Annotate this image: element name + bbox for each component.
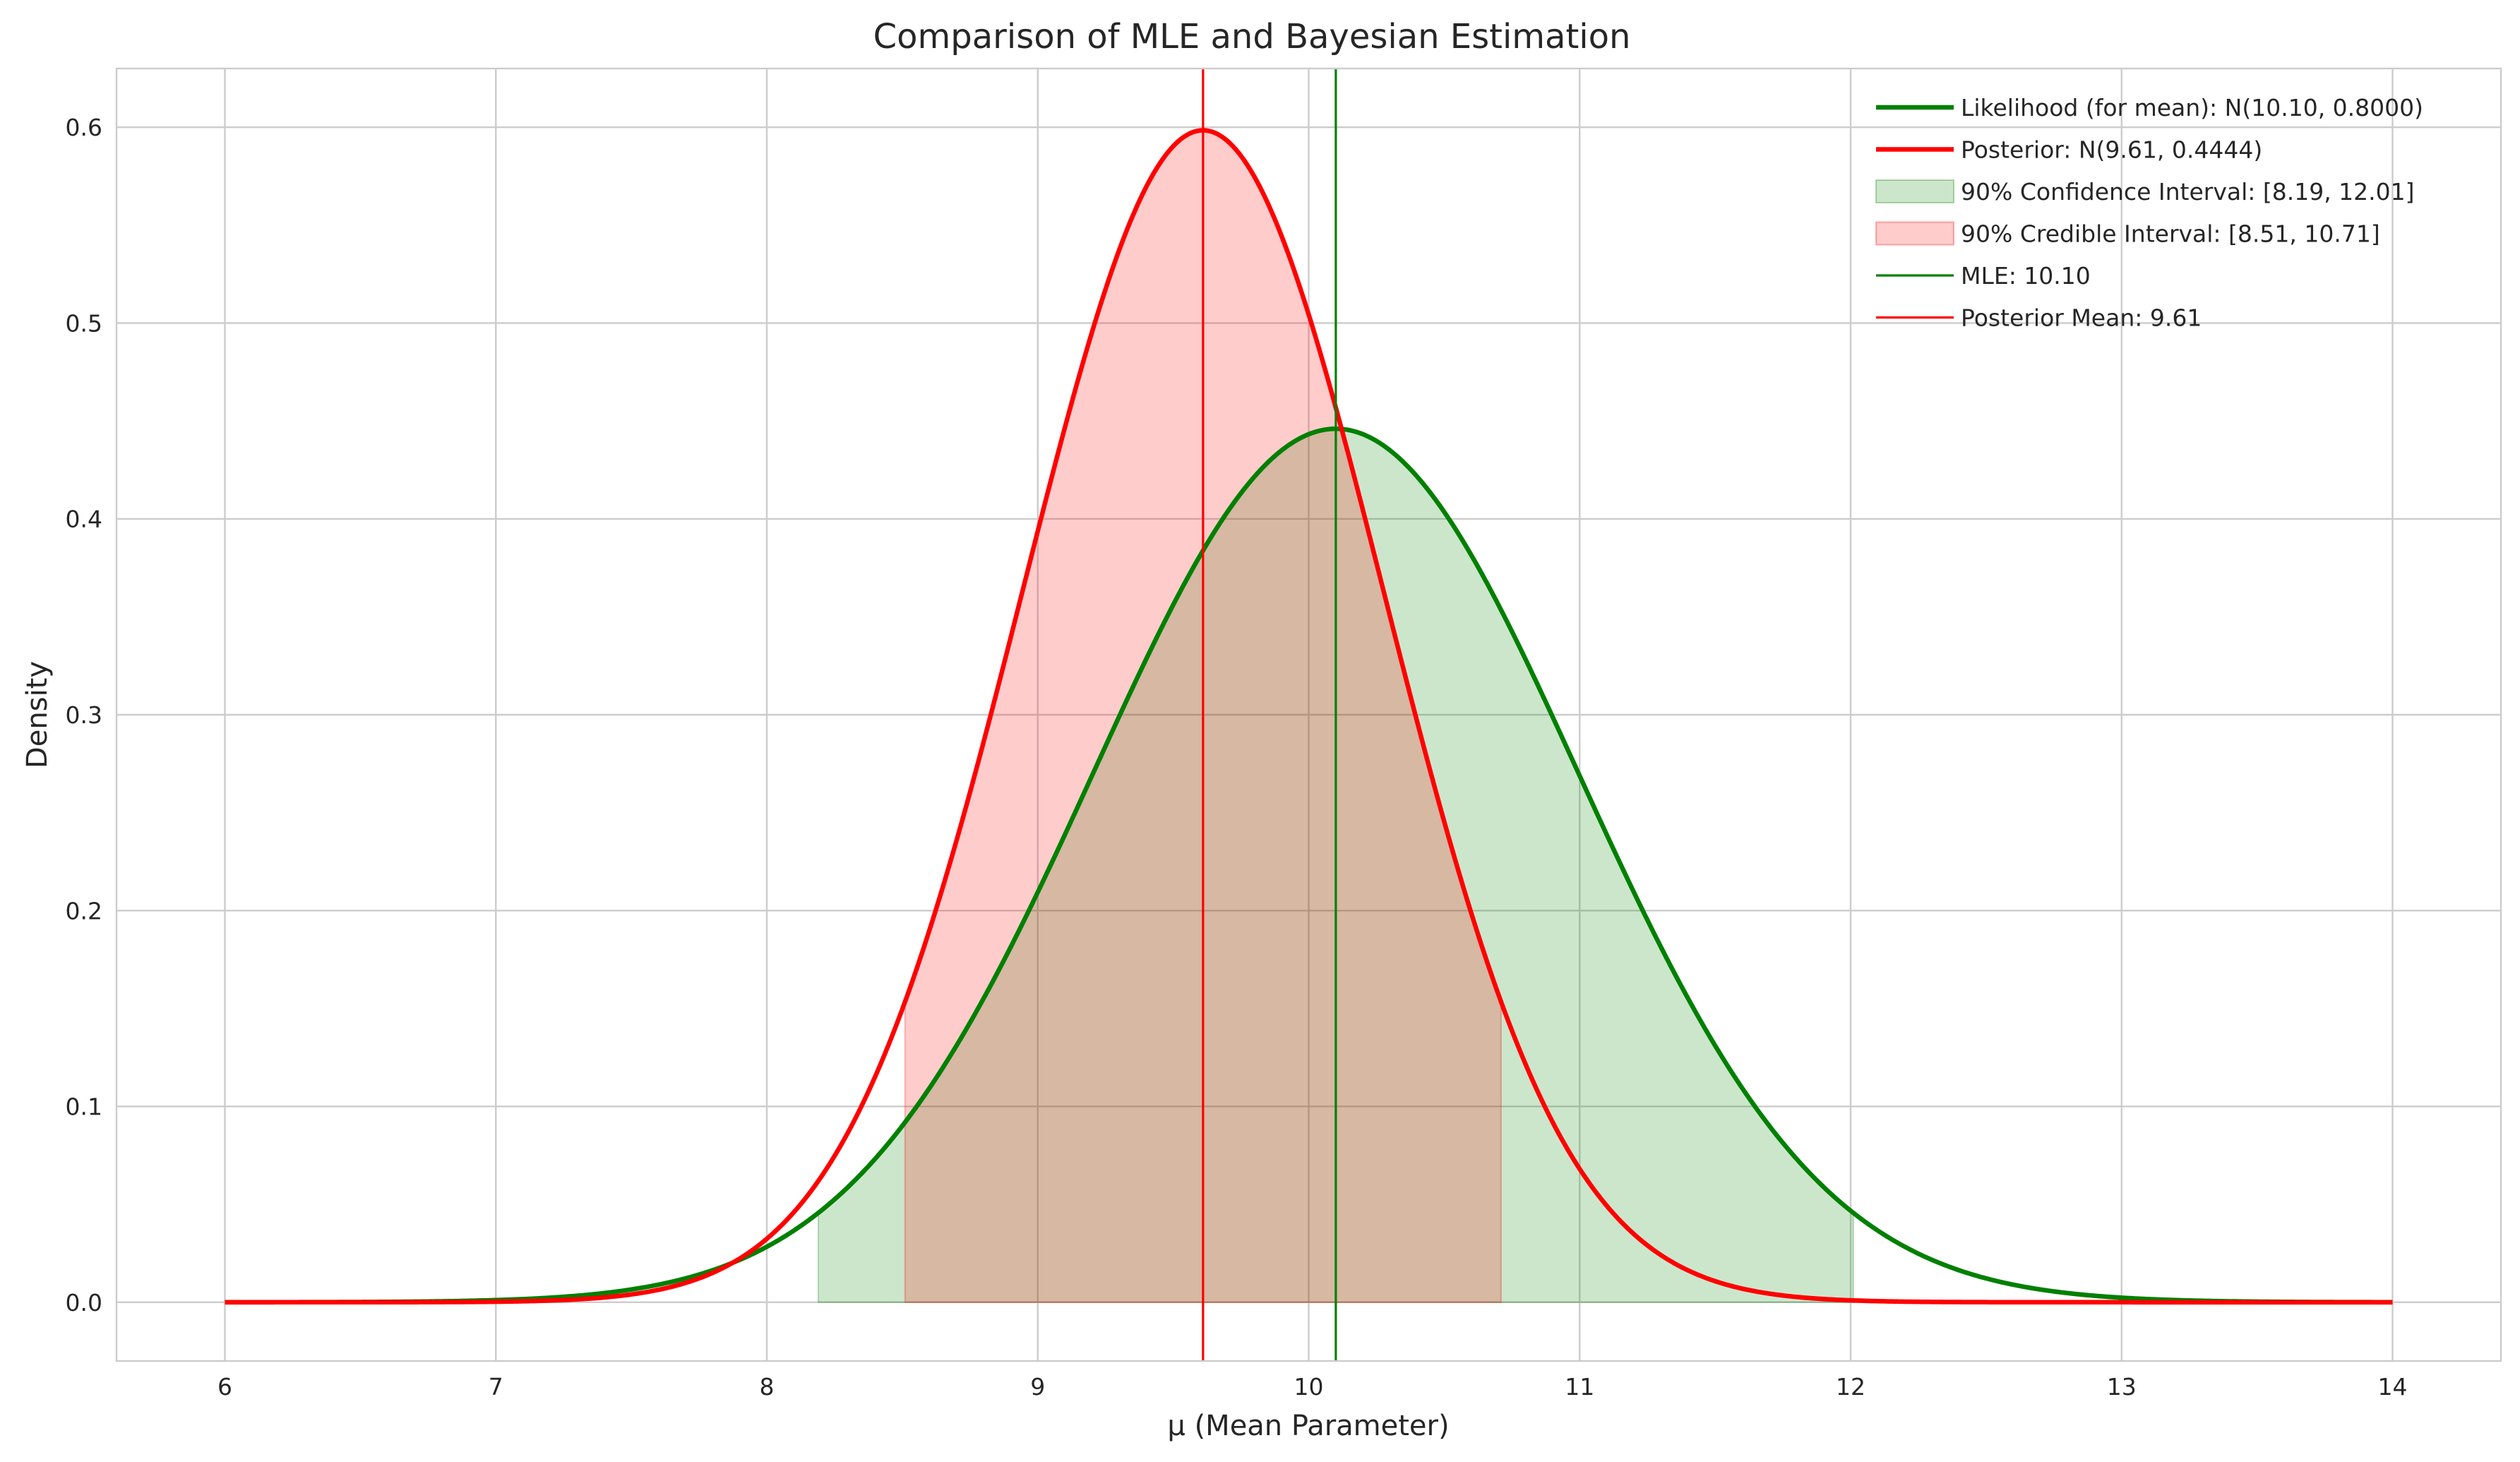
- y-tick-label: 0.0: [66, 1289, 102, 1317]
- x-tick-label: 7: [489, 1373, 503, 1401]
- x-tick-label: 6: [217, 1373, 232, 1401]
- legend-label: Likelihood (for mean): N(10.10, 0.8000): [1961, 94, 2423, 121]
- y-tick-label: 0.4: [66, 506, 102, 533]
- legend-label: Posterior: N(9.61, 0.4444): [1961, 136, 2262, 164]
- legend-label: 90% Credible Interval: [8.51, 10.71]: [1961, 220, 2380, 248]
- legend-swatch: [1875, 221, 1954, 246]
- legend-swatch: [1875, 179, 1954, 203]
- legend-mle: MLE: 10.10: [1876, 262, 2091, 290]
- x-tick-label: 10: [1294, 1373, 1324, 1401]
- posterior-curve: [225, 128, 2393, 1305]
- x-tick-label: 11: [1565, 1373, 1594, 1401]
- x-tick-label: 13: [2107, 1373, 2137, 1401]
- vertical-lines: [1202, 69, 1337, 1361]
- legend-likelihood: Likelihood (for mean): N(10.10, 0.8000): [1876, 94, 2423, 121]
- x-tick-label: 14: [2378, 1373, 2408, 1401]
- legend-confidence-interval: 90% Confidence Interval: [8.19, 12.01]: [1875, 178, 2415, 206]
- legend-posterior-mean: Posterior Mean: 9.61: [1876, 304, 2202, 332]
- x-axis-label: μ (Mean Parameter): [1167, 1410, 1449, 1442]
- legend-label: 90% Confidence Interval: [8.19, 12.01]: [1961, 178, 2415, 206]
- legend-label: Posterior Mean: 9.61: [1961, 304, 2202, 332]
- y-tick-label: 0.1: [66, 1093, 102, 1121]
- y-tick-label: 0.2: [66, 897, 102, 925]
- plot-frame: [115, 67, 2502, 1362]
- y-tick-label: 0.6: [66, 114, 102, 141]
- chart-title: Comparison of MLE and Bayesian Estimatio…: [873, 17, 1631, 57]
- legend: Likelihood (for mean): N(10.10, 0.8000) P…: [1875, 94, 2423, 332]
- tick-labels: 6 7 8 9 10 11 12 13 14 0.0 0.1 0.2 0.3 0.4 0.5 0.6: [66, 114, 2408, 1401]
- density-curves: [225, 128, 2393, 1305]
- legend-posterior: Posterior: N(9.61, 0.4444): [1876, 136, 2262, 164]
- x-tick-label: 12: [1836, 1373, 1865, 1401]
- x-tick-label: 9: [1030, 1373, 1045, 1401]
- likelihood-curve: [225, 426, 2393, 1305]
- x-tick-label: 8: [760, 1373, 775, 1401]
- y-tick-label: 0.3: [66, 701, 102, 729]
- y-tick-label: 0.5: [66, 309, 102, 337]
- y-axis-label: Density: [21, 661, 54, 768]
- legend-label: MLE: 10.10: [1961, 262, 2091, 290]
- legend-credible-interval: 90% Credible Interval: [8.51, 10.71]: [1875, 220, 2380, 248]
